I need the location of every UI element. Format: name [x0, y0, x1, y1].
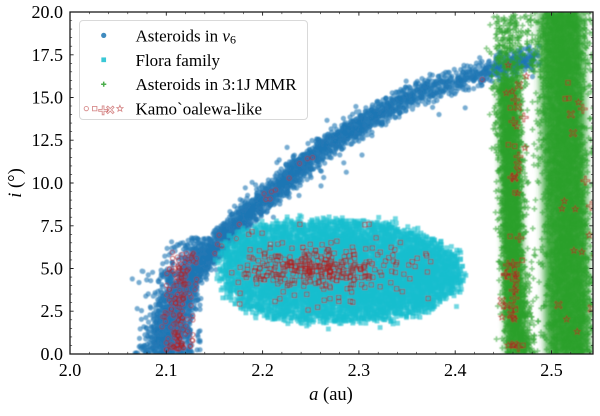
svg-text:10.0: 10.0 — [32, 173, 64, 193]
svg-text:2.0: 2.0 — [59, 360, 82, 380]
svg-text:5.0: 5.0 — [41, 259, 64, 279]
svg-text:12.5: 12.5 — [32, 130, 64, 150]
svg-text:20.0: 20.0 — [32, 2, 64, 22]
svg-text:2.5: 2.5 — [41, 301, 64, 321]
svg-text:0.0: 0.0 — [41, 344, 64, 364]
svg-text:Asteroids in 3:1J MMR: Asteroids in 3:1J MMR — [136, 75, 298, 94]
svg-text:2.1: 2.1 — [155, 360, 178, 380]
svg-text:2.2: 2.2 — [251, 360, 274, 380]
svg-text:i (°): i (°) — [6, 168, 26, 198]
svg-text:2.3: 2.3 — [348, 360, 371, 380]
svg-text:Kamo`oalewa-like: Kamo`oalewa-like — [136, 100, 263, 119]
svg-text:15.0: 15.0 — [32, 88, 64, 108]
svg-text:a (au): a (au) — [309, 385, 353, 405]
svg-text:Flora family: Flora family — [136, 51, 221, 70]
svg-text:2.5: 2.5 — [540, 360, 563, 380]
svg-text:2.4: 2.4 — [444, 360, 467, 380]
svg-text:7.5: 7.5 — [41, 216, 64, 236]
svg-text:17.5: 17.5 — [32, 45, 64, 65]
svg-text:Asteroids in ν6: Asteroids in ν6 — [136, 26, 236, 46]
